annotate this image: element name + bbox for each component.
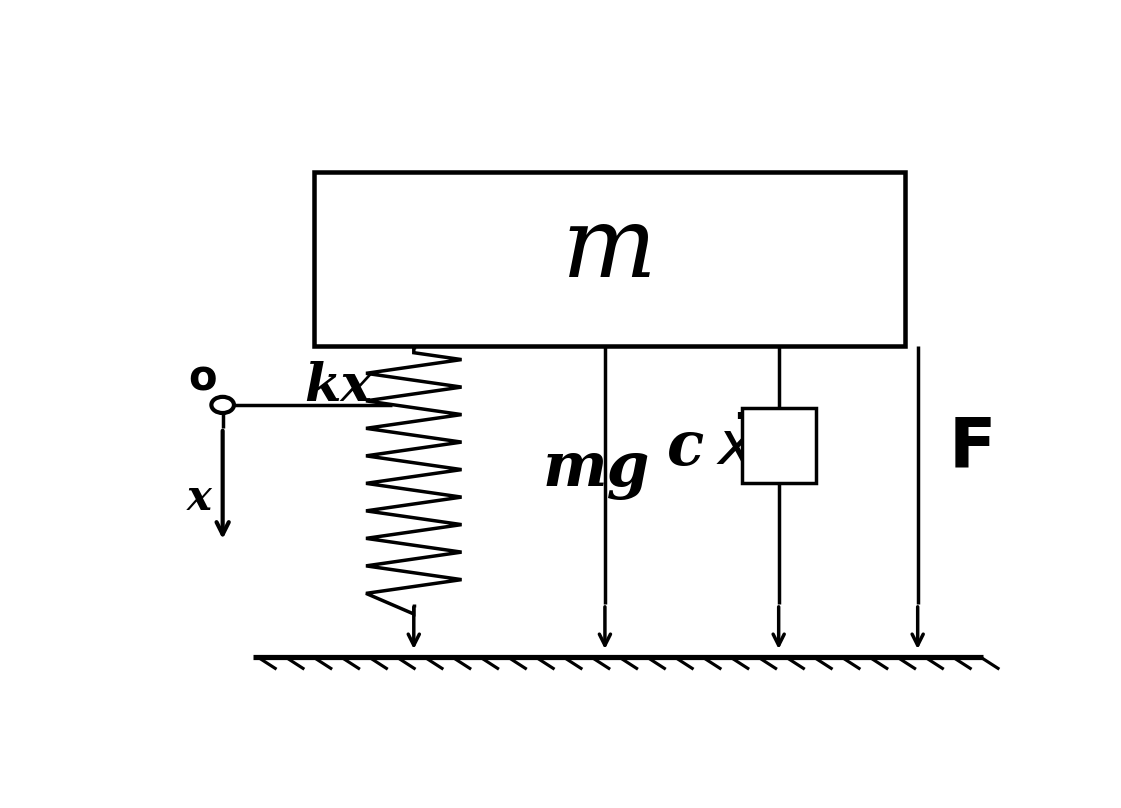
Text: x: x <box>187 478 212 520</box>
Bar <box>742 408 816 482</box>
Text: mg: mg <box>543 440 650 500</box>
Text: c: c <box>667 419 704 478</box>
Text: F: F <box>948 415 997 482</box>
Text: m: m <box>562 202 657 297</box>
Text: o: o <box>188 357 217 399</box>
Text: kx: kx <box>304 360 372 412</box>
Bar <box>314 171 905 346</box>
Text: $\dot{x}$: $\dot{x}$ <box>716 419 757 478</box>
